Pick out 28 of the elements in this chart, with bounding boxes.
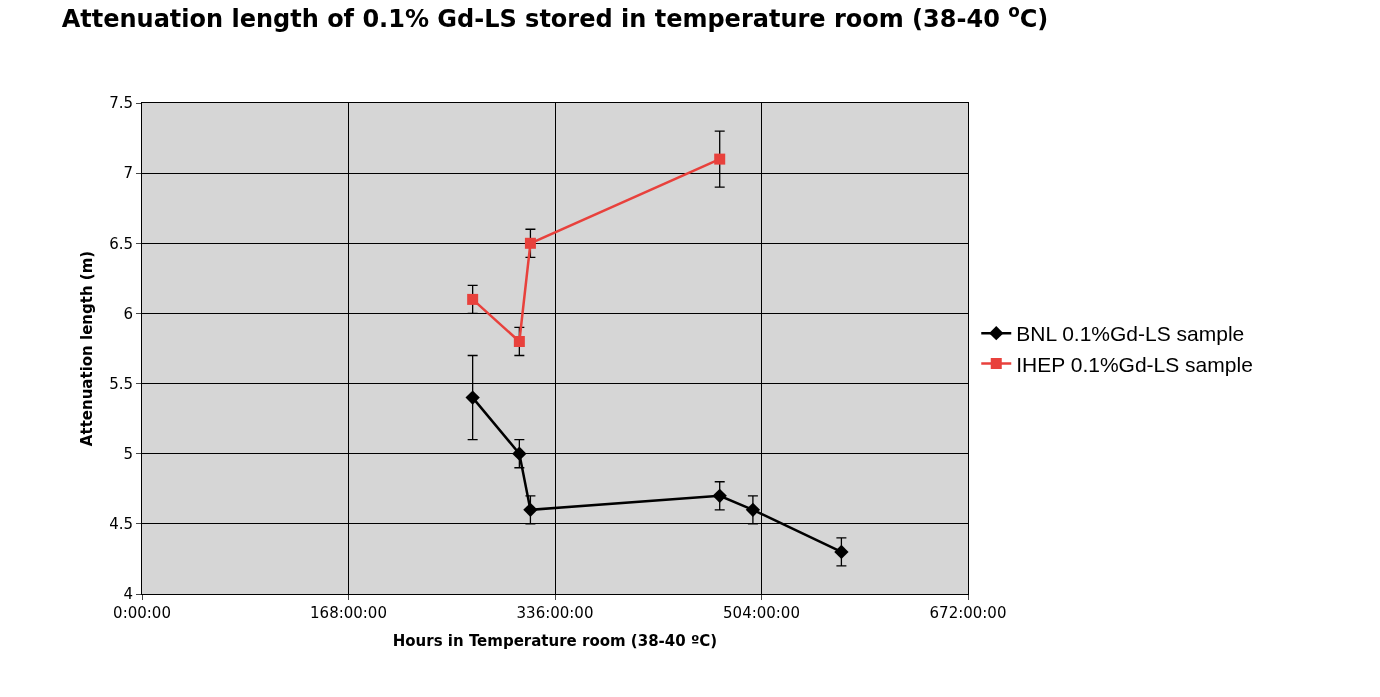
x-tick-label: 504:00:00 — [723, 604, 800, 622]
y-tick-label: 5.5 — [109, 374, 133, 393]
point — [523, 502, 538, 517]
x-tick-label: 672:00:00 — [929, 604, 1007, 622]
point — [513, 335, 525, 347]
y-axis-title: Attenuation length (m) — [78, 250, 97, 447]
y-tick-label: 7 — [123, 164, 133, 183]
y-tick-label: 6 — [123, 304, 133, 323]
y-tick-label: 4 — [123, 585, 133, 604]
y-tick-label: 4.5 — [109, 515, 133, 534]
x-tick-label: 0:00:00 — [113, 604, 171, 622]
point — [465, 390, 480, 405]
point — [524, 237, 536, 249]
point — [834, 544, 849, 560]
y-tick-label: 7.5 — [109, 94, 133, 113]
point — [714, 153, 726, 165]
point — [745, 502, 761, 517]
x-axis-title: Hours in Temperature room (38-40 ºC) — [392, 632, 718, 650]
y-tick-label: 6.5 — [109, 234, 133, 253]
y-tick-label: 5 — [123, 444, 133, 463]
legend-label: IHEP 0.1%Gd-LS sample — [1016, 352, 1253, 376]
x-tick-label: 336:00:00 — [516, 604, 594, 622]
point — [712, 488, 727, 503]
x-tick-label: 168:00:00 — [310, 604, 387, 622]
point — [467, 293, 479, 305]
point — [512, 446, 527, 461]
chart-title: Attenuation length of 0.1% Gd-LS stored in temperature room (38-40 $^{o}$C) — [61, 1, 1049, 34]
legend-label: BNL 0.1%Gd-LS sample — [1016, 322, 1245, 346]
